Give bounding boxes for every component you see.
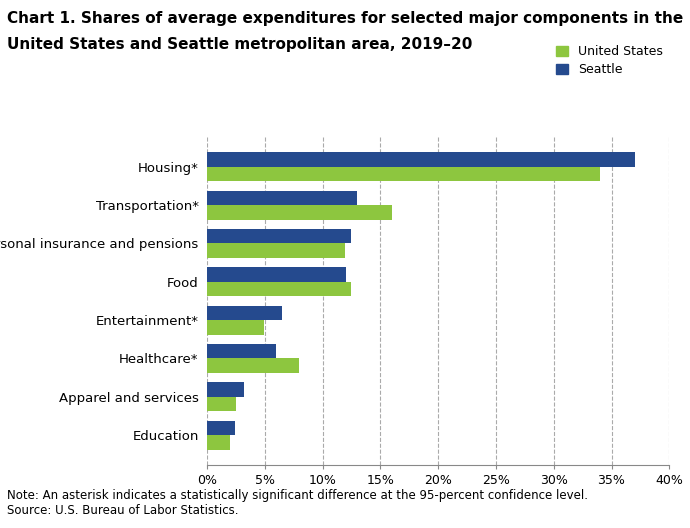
- Bar: [207, 359, 299, 373]
- Bar: [207, 243, 344, 258]
- Bar: [207, 344, 276, 359]
- Text: Note: An asterisk indicates a statistically significant difference at the 95-per: Note: An asterisk indicates a statistica…: [7, 489, 588, 517]
- Bar: [207, 229, 351, 243]
- Bar: [207, 205, 392, 220]
- Bar: [207, 435, 230, 450]
- Bar: [207, 191, 357, 205]
- Bar: [207, 306, 282, 320]
- Bar: [207, 267, 346, 282]
- Bar: [207, 382, 244, 397]
- Bar: [207, 167, 600, 181]
- Bar: [207, 282, 351, 296]
- Legend: United States, Seattle: United States, Seattle: [555, 45, 663, 77]
- Bar: [207, 397, 236, 411]
- Bar: [207, 320, 264, 335]
- Bar: [207, 421, 235, 435]
- Text: United States and Seattle metropolitan area, 2019–20: United States and Seattle metropolitan a…: [7, 37, 472, 52]
- Bar: [207, 152, 635, 167]
- Text: Chart 1. Shares of average expenditures for selected major components in the: Chart 1. Shares of average expenditures …: [7, 11, 683, 25]
